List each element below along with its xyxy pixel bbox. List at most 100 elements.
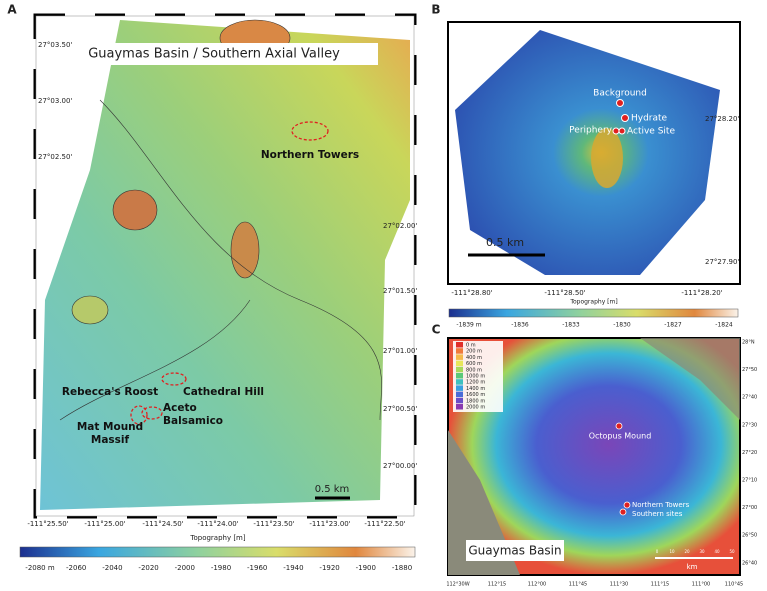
site-label: Mat Mound [77,421,143,433]
legend-label: 1000 m [466,374,485,380]
legend-swatch [456,348,463,354]
colorbar [19,546,416,558]
lat-label: 27°02.00' [383,222,417,230]
lon-label: -111°23.50' [253,520,294,528]
site-label: Southern sites [632,510,683,518]
site-label: Hydrate [631,114,668,124]
legend-label: 0 m [466,343,476,349]
lat-label: 28°N [742,340,755,346]
lon-label: -111°24.50' [142,520,183,528]
panel-label: B [431,3,440,17]
lon-label: 112°30W [446,582,469,588]
lon-label: -111°25.00' [84,520,125,528]
site-label: Periphery [569,126,612,136]
lat-label: 26°40 [742,560,757,566]
lon-label: -111°22.50' [364,520,405,528]
lat-label: 27°00.50' [383,405,417,413]
map-title: Mound [458,53,499,67]
title-box [50,43,378,65]
colorbar-tick: -2020 [138,564,158,572]
panel-label: A [7,3,17,17]
legend-label: 400 m [466,355,482,361]
colorbar-tick: -1836 [511,322,529,329]
scale-tick: 30 [699,549,705,554]
lon-label: -111°28.20' [681,289,722,297]
scale-label: 0.5 km [486,236,524,249]
lat-label: 27°27.90' [705,258,739,266]
colorbar-tick: -1900 [356,564,376,572]
land [640,338,740,420]
colorbar-tick: -2000 [175,564,195,572]
lon-label: 111°15 [651,582,669,588]
lon-label: -111°25.50' [27,520,68,528]
map-title: Octopus [458,38,508,52]
scale-tick: 20 [684,549,690,554]
lat-label: 27°10 [742,478,757,484]
legend-label: 2000 m [466,405,485,411]
lon-label: 111°00 [692,582,710,588]
colorbar-tick: -1827 [664,322,682,329]
lat-label: 27°30 [742,422,757,428]
site-label: Northern Towers [261,149,359,161]
lon-label: 111°30 [610,582,628,588]
site-label: Cathedral Hill [183,386,264,398]
colorbar-title: Topography [m] [189,534,246,542]
colorbar-tick: -2040 [102,564,122,572]
lat-label: 27°50 [742,367,757,373]
region-box [466,540,564,561]
colorbar-tick: -1980 [211,564,231,572]
panel-label: C [432,323,441,337]
colorbar-tick: -1839 m [456,322,481,329]
scale-label: 0.5 km [315,484,350,495]
map-title: Guaymas Basin / Southern Axial Valley [88,47,340,62]
lon-label: -111°23.00' [309,520,350,528]
legend-swatch [456,385,463,391]
land [448,430,520,575]
colorbar-tick: -1880 [392,564,412,572]
bathymetry [40,20,410,510]
legend-swatch [456,397,463,404]
colorbar-tick: -1960 [247,564,267,572]
lon-label: 112°15 [488,582,506,588]
lat-label: 27°02.50' [38,153,72,161]
lat-label: 27°00.00' [383,462,417,470]
lat-label: 27°40 [742,395,757,401]
site-dots [615,422,631,516]
legend-swatch [456,360,463,367]
lat-label: 27°00 [742,505,757,511]
legend-label: 600 m [466,361,482,367]
site-label: Rebecca's Roost [62,386,158,398]
scale-label: km [687,563,698,571]
lat-label: 27°01.50' [383,287,417,295]
legend-label: 200 m [466,349,482,355]
site-label: Massif [91,434,130,446]
colorbar-tick: -1833 [562,322,580,329]
lat-label: 27°03.00' [38,97,72,105]
lon-label: -111°24.00' [197,520,238,528]
site-label: Octopus Mound [589,432,652,441]
site-label: Balsamico [163,415,223,427]
legend-swatch [456,373,463,379]
lat-label: 27°20 [742,450,757,456]
legend-swatch [456,391,463,398]
legend-swatch [456,354,463,360]
lat-label: 26°50 [742,533,757,539]
colorbar-tick: -2060 [66,564,86,572]
site-circles [130,121,329,425]
legend-label: 1400 m [466,386,485,392]
legend-label: 1600 m [466,392,485,398]
colorbar-tick: -1824 [715,322,733,329]
lon-label: -111°28.50' [544,289,585,297]
legend-label: 1200 m [466,380,485,386]
legend-swatch [456,342,463,348]
lon-label: -111°28.80' [451,289,492,297]
lon-label: 111°45 [569,582,587,588]
scale-tick: 10 [669,549,675,554]
bathymetry [455,30,720,275]
colorbar-tick: -1940 [283,564,303,572]
lat-label: 27°01.00' [383,347,417,355]
colorbar-tick: -2080 m [25,564,55,572]
lat-label: 27°03.50' [38,41,72,49]
colorbar-title: Topography [m] [569,299,617,306]
